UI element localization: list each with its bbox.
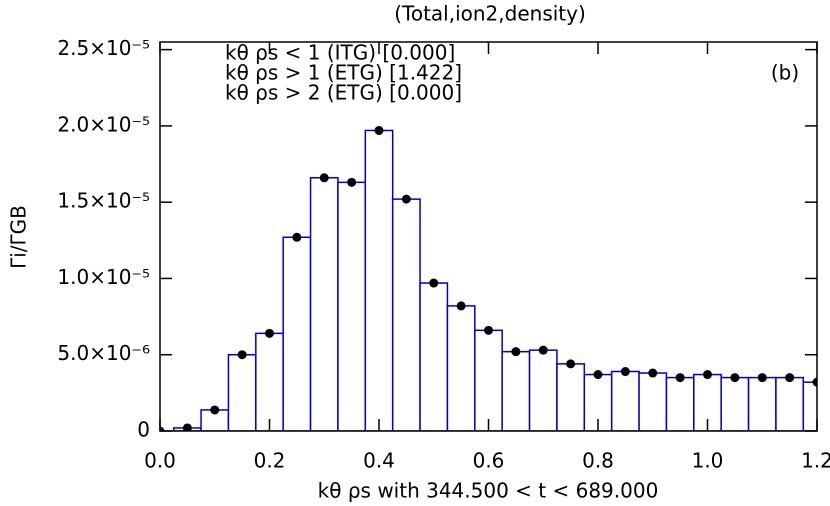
point-marker	[730, 373, 740, 383]
point-marker	[785, 373, 795, 383]
bar	[474, 329, 503, 431]
y-tick-label: 0	[137, 418, 150, 442]
point-marker	[703, 370, 712, 380]
bar	[282, 236, 312, 431]
bar	[227, 353, 257, 431]
bar	[528, 349, 558, 431]
point-marker	[593, 370, 603, 380]
point-marker	[292, 232, 302, 242]
annotation: kθ ρs > 1 (ETG) [1.422]	[225, 61, 462, 85]
bar	[419, 282, 449, 431]
bar	[802, 381, 817, 431]
bar	[501, 350, 531, 431]
x-tick-label: 0.8	[582, 449, 614, 473]
bar	[720, 376, 750, 431]
bar	[775, 376, 805, 431]
point-marker	[210, 405, 220, 415]
bar	[337, 181, 367, 431]
y-tick-label: 5.0×10⁻⁶	[57, 341, 150, 365]
point-marker	[347, 177, 357, 187]
point-marker	[511, 347, 521, 357]
bar	[391, 198, 421, 431]
bar	[556, 363, 586, 431]
bar	[364, 129, 394, 431]
y-tick-label: 2.0×10⁻⁵	[57, 112, 150, 136]
point-marker	[237, 350, 247, 360]
x-tick-label: 1.0	[692, 449, 724, 473]
panel-label: (b)	[771, 61, 799, 85]
y-tick-label: 1.0×10⁻⁵	[57, 265, 150, 289]
x-axis-label: kθ ρs with 344.500 < t < 689.000	[318, 479, 659, 503]
point-marker	[648, 368, 658, 378]
x-tick-label: 0.2	[254, 449, 286, 473]
bar	[309, 177, 339, 431]
point-marker	[456, 301, 466, 311]
x-tick-label: 0.4	[363, 449, 395, 473]
point-marker	[265, 328, 274, 338]
x-tick-label: 0.6	[473, 449, 505, 473]
x-tick-label: 1.2	[801, 449, 830, 473]
point-marker	[566, 359, 576, 369]
bar	[665, 376, 695, 431]
point-marker	[374, 125, 384, 135]
bar	[638, 372, 668, 431]
x-tick-label: 0.0	[144, 449, 176, 473]
bar	[255, 332, 284, 431]
point-marker	[160, 426, 165, 431]
point-marker	[182, 423, 192, 431]
point-marker	[484, 325, 493, 335]
point-marker	[538, 345, 548, 355]
annotation: kθ ρs > 2 (ETG) [0.000]	[225, 81, 462, 105]
plot-area	[160, 125, 817, 431]
chart-title: (Total,ion2,density)	[394, 2, 586, 26]
bar	[610, 370, 640, 431]
y-axis-label: Γi/ΓGB	[7, 205, 31, 269]
point-marker	[757, 373, 767, 383]
bar	[747, 376, 777, 431]
point-marker	[401, 194, 411, 204]
y-tick-label: 1.5×10⁻⁵	[57, 189, 150, 213]
annotation: kθ ρs < 1 (ITG) [0.000]	[225, 41, 455, 65]
point-marker	[812, 377, 817, 387]
bar	[446, 305, 476, 431]
y-tick-label: 2.5×10⁻⁵	[57, 36, 150, 60]
point-marker	[620, 367, 630, 377]
point-marker	[429, 278, 439, 288]
point-marker	[675, 373, 685, 383]
point-marker	[319, 173, 329, 183]
